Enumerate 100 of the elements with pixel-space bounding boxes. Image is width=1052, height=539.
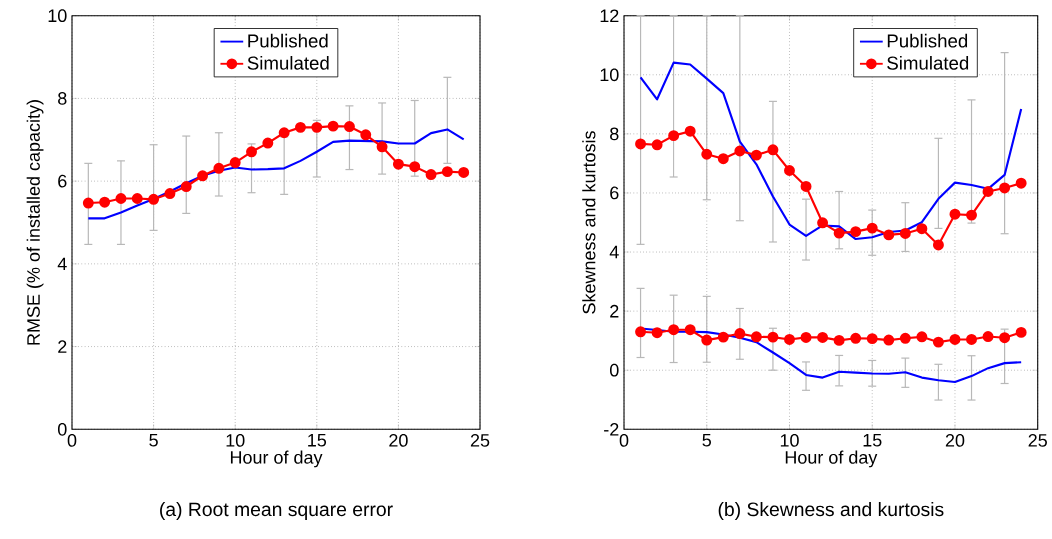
point xyxy=(311,121,323,133)
point xyxy=(866,222,878,234)
y-tick-label: 2 xyxy=(58,340,67,353)
point xyxy=(82,197,94,209)
point xyxy=(327,120,339,132)
y-tick-label: 10 xyxy=(48,9,67,23)
point xyxy=(180,181,192,192)
point xyxy=(966,334,977,345)
point xyxy=(883,334,895,346)
point xyxy=(197,170,209,182)
y-tick-label: 2 xyxy=(610,304,619,318)
y-tick-label: 8 xyxy=(610,127,619,141)
y-tick-label: 6 xyxy=(58,174,67,188)
point xyxy=(784,165,795,176)
x-tick-label: 0 xyxy=(67,434,77,447)
point xyxy=(458,166,470,178)
point xyxy=(668,130,680,142)
y-tick-label: 4 xyxy=(609,245,619,259)
point xyxy=(441,166,453,178)
point xyxy=(800,331,812,343)
point xyxy=(131,193,143,204)
y-axis-title: RMSE (% of installed capacity) xyxy=(26,100,44,345)
point xyxy=(651,327,663,339)
x-tick-label: 20 xyxy=(389,434,408,447)
x-tick-label: 10 xyxy=(226,434,245,447)
point xyxy=(932,336,944,348)
y-tick-label: 10 xyxy=(600,68,619,82)
point xyxy=(360,129,372,141)
legend-label: Simulated xyxy=(247,56,329,70)
point xyxy=(278,127,290,139)
point xyxy=(343,121,355,133)
point xyxy=(784,334,795,345)
point xyxy=(651,139,663,151)
text: (a) Root mean square error xyxy=(160,501,393,521)
point xyxy=(932,239,944,251)
x-axis-title: Hour of day xyxy=(785,450,878,468)
point xyxy=(833,334,845,346)
y-tick-label: 8 xyxy=(58,92,67,105)
point xyxy=(229,157,241,168)
point xyxy=(409,161,421,173)
point xyxy=(246,146,257,158)
point xyxy=(717,153,729,165)
y-tick-label: 6 xyxy=(610,186,619,200)
point xyxy=(899,332,911,344)
point xyxy=(262,137,274,149)
legend-label: Published xyxy=(248,33,328,48)
point xyxy=(734,328,746,340)
point xyxy=(982,186,994,197)
x-tick-label: 25 xyxy=(1028,434,1047,447)
point xyxy=(949,334,961,345)
point xyxy=(800,180,812,192)
y-tick-label: 4 xyxy=(57,257,67,271)
point xyxy=(999,182,1011,194)
point xyxy=(949,208,961,220)
point xyxy=(966,209,977,221)
point xyxy=(866,333,878,345)
y-axis-title: Skewness and kurtosis xyxy=(582,131,596,314)
point xyxy=(817,331,829,343)
point xyxy=(1015,177,1027,189)
y-tick-label: 0 xyxy=(57,422,67,436)
point xyxy=(850,332,862,344)
point xyxy=(850,226,862,238)
point xyxy=(899,227,911,239)
legend-label: Simulated xyxy=(887,56,969,70)
point xyxy=(376,141,388,153)
y-tick-label: -2 xyxy=(604,423,619,436)
point xyxy=(982,331,994,342)
x-tick-label: 5 xyxy=(149,434,158,447)
x-tick-label: 15 xyxy=(308,434,327,447)
point xyxy=(767,331,779,343)
point xyxy=(717,331,729,343)
point xyxy=(767,144,779,156)
point xyxy=(99,196,111,208)
point xyxy=(750,331,762,343)
point xyxy=(999,332,1011,344)
point xyxy=(916,331,928,343)
point xyxy=(701,148,713,160)
point xyxy=(916,223,928,235)
y-tick-label: 0 xyxy=(610,363,619,377)
point xyxy=(635,326,647,338)
x-tick-label: 10 xyxy=(780,434,799,447)
y-tick-label: 12 xyxy=(600,9,619,22)
point xyxy=(684,324,696,336)
point xyxy=(213,162,225,174)
point xyxy=(817,217,829,229)
point xyxy=(883,229,895,241)
text: (b) Skewness and kurtosis xyxy=(718,501,944,521)
x-tick-label: 0 xyxy=(619,434,629,447)
point xyxy=(701,334,713,346)
point xyxy=(295,121,306,133)
point xyxy=(684,125,696,137)
point xyxy=(115,193,127,204)
point xyxy=(148,193,160,205)
x-tick-label: 15 xyxy=(863,434,882,447)
point xyxy=(425,169,437,180)
x-tick-label: 25 xyxy=(470,434,490,447)
point xyxy=(635,138,647,150)
point xyxy=(164,188,176,200)
x-tick-label: 20 xyxy=(945,434,965,447)
point xyxy=(734,145,746,157)
